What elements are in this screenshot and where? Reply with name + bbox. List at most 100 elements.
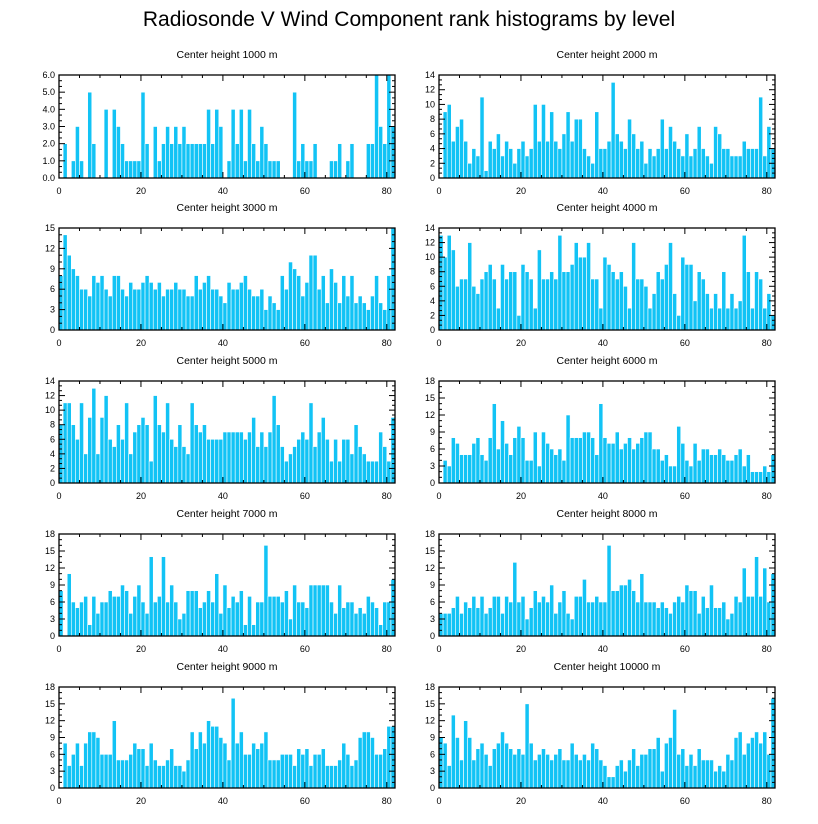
histogram-bar bbox=[746, 454, 751, 484]
y-tick-label: 2 bbox=[430, 310, 435, 320]
histogram-bar bbox=[136, 748, 142, 789]
histogram-bar bbox=[157, 424, 162, 484]
histogram-bar bbox=[500, 613, 505, 637]
histogram-bar bbox=[455, 443, 460, 484]
histogram-bar bbox=[124, 590, 129, 637]
histogram-bar bbox=[512, 162, 518, 179]
histogram-bar bbox=[337, 302, 343, 331]
histogram-bar bbox=[647, 601, 653, 637]
histogram-bar bbox=[549, 584, 555, 637]
histogram-bar bbox=[520, 264, 526, 331]
histogram-bar bbox=[316, 584, 322, 637]
y-tick-label: 8 bbox=[50, 420, 55, 430]
histogram-bar bbox=[382, 309, 388, 331]
histogram-bar bbox=[111, 596, 117, 637]
histogram-bar bbox=[627, 118, 632, 179]
histogram-bar bbox=[705, 293, 710, 331]
histogram-bar bbox=[75, 438, 80, 484]
histogram-bar bbox=[614, 590, 620, 637]
histogram-bar bbox=[202, 424, 207, 484]
x-tick-label: 20 bbox=[136, 186, 146, 196]
histogram-bar bbox=[214, 438, 220, 484]
histogram-bar bbox=[672, 140, 677, 179]
histogram-bar bbox=[557, 234, 563, 331]
histogram-bar bbox=[729, 759, 735, 789]
histogram-bar bbox=[631, 748, 636, 789]
histogram-bar bbox=[329, 160, 334, 179]
histogram-bar bbox=[243, 624, 248, 637]
histogram-bar bbox=[128, 453, 134, 484]
histogram-bar bbox=[128, 754, 134, 789]
x-tick-label: 60 bbox=[300, 796, 310, 806]
histogram-bar bbox=[320, 748, 326, 789]
panel-2: Center height 2000 m 0 20 40 60 80 0 2 4 6 8 10 12 14 bbox=[425, 49, 776, 196]
histogram-bar bbox=[234, 288, 240, 331]
panel-title: Center height 3000 m bbox=[177, 202, 278, 214]
histogram-bar bbox=[320, 275, 326, 331]
histogram-bar bbox=[214, 288, 220, 331]
histogram-bar bbox=[107, 590, 113, 637]
histogram-bar bbox=[618, 140, 624, 179]
histogram-bar bbox=[370, 460, 375, 484]
histogram-bar bbox=[337, 759, 343, 789]
histogram-bar bbox=[91, 143, 97, 179]
histogram-bar bbox=[177, 288, 183, 331]
histogram-bar bbox=[746, 596, 751, 637]
histogram-bar bbox=[528, 278, 534, 331]
y-tick-label: 15 bbox=[425, 393, 435, 403]
histogram-bar bbox=[173, 282, 179, 331]
y-tick-label: 0.0 bbox=[42, 173, 55, 183]
histogram-bar bbox=[631, 242, 636, 331]
histogram-bar bbox=[284, 754, 289, 789]
histogram-bar bbox=[169, 438, 175, 484]
histogram-bar bbox=[508, 748, 514, 789]
histogram-bar bbox=[124, 759, 129, 789]
histogram-bar bbox=[758, 278, 764, 331]
histogram-bar bbox=[366, 596, 371, 637]
histogram-bar bbox=[284, 460, 289, 484]
histogram-bar bbox=[537, 140, 542, 179]
histogram-bar bbox=[312, 754, 318, 789]
histogram-bar bbox=[226, 160, 232, 179]
histogram-bar bbox=[524, 155, 530, 179]
panel-title: Center height 10000 m bbox=[554, 661, 661, 673]
histogram-bar bbox=[446, 465, 452, 484]
histogram-bar bbox=[210, 438, 216, 484]
histogram-bar bbox=[210, 725, 216, 789]
histogram-bar bbox=[308, 254, 314, 331]
histogram-bar bbox=[565, 759, 571, 789]
histogram-bar bbox=[754, 471, 759, 484]
histogram-bar bbox=[741, 567, 747, 637]
histogram-bar bbox=[659, 770, 665, 789]
histogram-bar bbox=[251, 143, 256, 179]
histogram-bar bbox=[83, 288, 88, 331]
histogram-bar bbox=[643, 754, 649, 789]
histogram-bar bbox=[557, 748, 563, 789]
histogram-bar bbox=[725, 307, 731, 331]
histogram-bar bbox=[267, 295, 273, 331]
y-tick-label: 15 bbox=[425, 546, 435, 556]
histogram-bar bbox=[647, 307, 653, 331]
histogram-bar bbox=[680, 748, 686, 789]
y-tick-label: 1.0 bbox=[42, 156, 55, 166]
histogram-bar bbox=[528, 742, 534, 789]
histogram-bar bbox=[214, 725, 220, 789]
histogram-bar bbox=[598, 759, 604, 789]
histogram-bar bbox=[128, 160, 134, 179]
histogram-bar bbox=[459, 278, 464, 331]
histogram-bar bbox=[111, 275, 117, 331]
x-tick-label: 80 bbox=[762, 796, 772, 806]
x-tick-label: 0 bbox=[56, 338, 61, 348]
histogram-bar bbox=[721, 601, 727, 637]
histogram-bar bbox=[750, 737, 755, 789]
histogram-bar bbox=[275, 309, 281, 331]
histogram-bar bbox=[500, 420, 505, 484]
histogram-bar bbox=[635, 148, 641, 179]
histogram-bar bbox=[284, 288, 289, 331]
histogram-bar bbox=[684, 584, 690, 637]
histogram-bar bbox=[762, 155, 768, 179]
histogram-bar bbox=[157, 596, 162, 637]
histogram-bar bbox=[116, 596, 121, 637]
histogram-bar bbox=[206, 720, 211, 789]
histogram-bar bbox=[623, 584, 628, 637]
